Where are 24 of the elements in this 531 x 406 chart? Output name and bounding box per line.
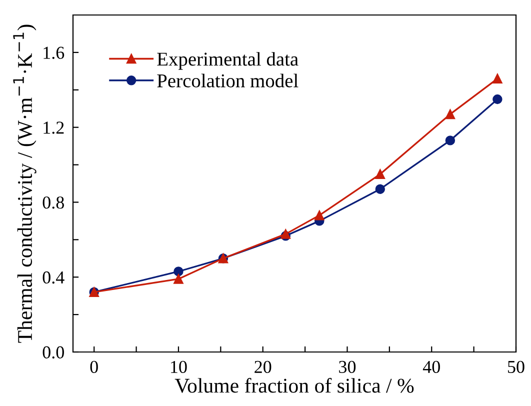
point [375,169,386,179]
point [375,184,386,194]
point [314,210,324,220]
x-tick-label: 50 [508,360,524,374]
x-tick-label: 40 [422,360,440,374]
legend-label: Percolation model [157,74,298,88]
x-axis-title: Volume fraction of silica / % [174,378,414,393]
point [492,94,502,104]
y-tick-label: 0.4 [42,271,64,284]
x-tick-label: 30 [339,360,356,374]
point [445,136,456,146]
y-tick-label: 0.8 [42,196,64,209]
point [492,74,502,84]
x-tick-label: 20 [254,360,272,374]
y-axis-title: Thermal conductivity / (W·m$^{−1}$·K$^{−1}$) [13,24,36,343]
text: 0.0 [42,346,64,359]
legend-label: Experimental data [157,52,298,70]
point [174,266,184,276]
point [445,109,456,120]
point [174,274,184,284]
x-tick-label: 10 [171,360,187,374]
y-tick-label: 1.2 [44,122,64,134]
y-tick-label: 1.6 [44,46,64,59]
x-tick-label: 0 [90,360,98,374]
